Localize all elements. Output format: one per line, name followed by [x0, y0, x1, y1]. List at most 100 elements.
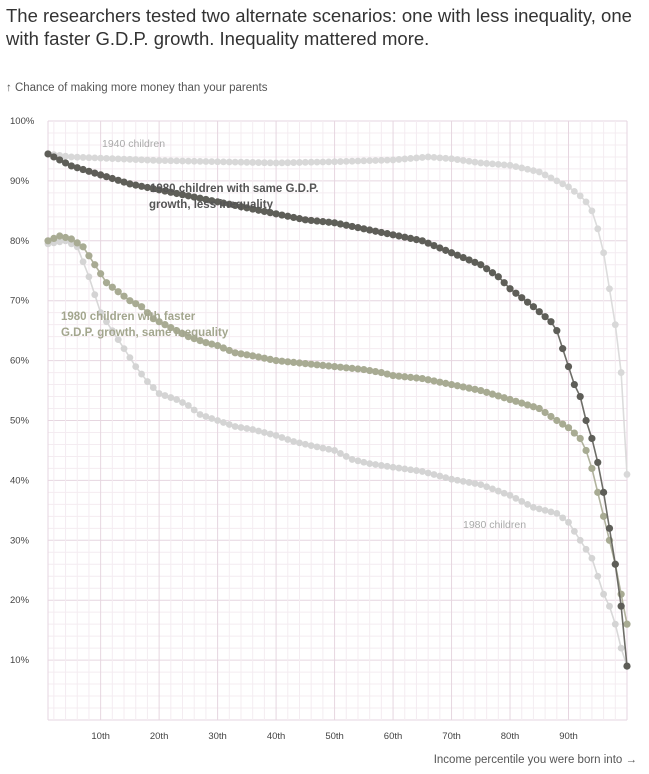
data-point-1980-children — [132, 363, 140, 370]
data-point-1980-children — [424, 469, 432, 477]
data-point-1980-children — [483, 483, 491, 491]
data-point-faster-gdp — [126, 297, 134, 305]
data-point-1980-children — [243, 425, 251, 432]
data-point-1940-children — [442, 154, 450, 162]
data-point-faster-gdp — [178, 330, 187, 338]
data-point-1940-children — [401, 155, 409, 163]
data-point-1980-children — [570, 527, 578, 535]
data-point-less-inequality — [623, 662, 631, 670]
data-point-less-inequality — [383, 230, 391, 238]
data-point-faster-gdp — [336, 363, 345, 371]
data-point-1980-children — [477, 481, 485, 488]
data-point-1940-children — [155, 157, 163, 164]
data-point-1980-children — [453, 476, 461, 484]
data-point-faster-gdp — [173, 327, 181, 335]
data-point-faster-gdp — [325, 362, 333, 370]
y-tick-label: 10% — [10, 655, 30, 666]
data-point-less-inequality — [518, 294, 526, 302]
data-point-1940-children — [337, 158, 344, 165]
data-point-less-inequality — [336, 220, 345, 228]
data-point-less-inequality — [231, 201, 239, 210]
data-point-1980-children — [448, 475, 455, 483]
data-point-less-inequality — [535, 308, 543, 316]
data-point-faster-gdp — [167, 324, 175, 332]
data-point-1940-children — [62, 152, 69, 160]
x-tick-label: 90th — [559, 731, 578, 742]
data-point-1940-children — [249, 159, 257, 166]
data-point-1980-children — [547, 508, 555, 516]
data-point-faster-gdp — [79, 243, 87, 251]
data-point-1940-children — [114, 155, 122, 163]
data-point-1940-children — [208, 158, 216, 166]
data-point-1940-children — [278, 159, 286, 167]
data-point-1940-children — [184, 157, 192, 165]
data-point-less-inequality — [85, 167, 93, 175]
data-point-1940-children — [535, 168, 543, 176]
data-point-less-inequality — [354, 224, 362, 232]
data-point-less-inequality — [143, 183, 152, 192]
data-point-faster-gdp — [453, 382, 461, 390]
data-point-1980-children — [617, 644, 625, 652]
data-point-less-inequality — [219, 199, 228, 207]
data-point-less-inequality — [407, 234, 415, 243]
data-point-faster-gdp — [512, 397, 520, 405]
data-point-1940-children — [570, 187, 578, 195]
data-point-1940-children — [331, 158, 338, 166]
series-1940-children — [44, 150, 631, 478]
data-point-1980-children — [249, 426, 257, 433]
data-point-less-inequality — [114, 176, 122, 184]
data-point-less-inequality — [260, 207, 268, 216]
data-point-1940-children — [494, 160, 502, 168]
data-point-faster-gdp — [529, 403, 538, 411]
x-tick-labels: 10th 20th 30th 40th 50th 60th 70th 80th … — [91, 731, 577, 742]
data-point-less-inequality — [120, 178, 128, 186]
data-point-1980-children — [225, 421, 233, 428]
data-point-less-inequality — [401, 233, 409, 241]
data-point-faster-gdp — [570, 429, 578, 437]
annotation-1980-children: 1980 children — [463, 519, 526, 531]
data-point-faster-gdp — [132, 300, 140, 308]
data-point-1940-children — [272, 159, 280, 167]
series-less-inequality — [44, 150, 631, 670]
data-point-less-inequality — [325, 218, 333, 226]
data-point-1940-children — [524, 165, 531, 173]
data-point-faster-gdp — [366, 366, 374, 375]
data-point-less-inequality — [79, 165, 87, 174]
data-point-1940-children — [623, 471, 631, 478]
data-point-faster-gdp — [471, 385, 479, 393]
data-point-faster-gdp — [535, 404, 543, 413]
data-point-1980-children — [284, 436, 292, 443]
data-point-less-inequality — [570, 380, 578, 389]
data-point-faster-gdp — [120, 292, 128, 300]
data-point-1980-children — [500, 489, 508, 497]
data-point-less-inequality — [418, 237, 426, 245]
data-point-1980-children — [190, 406, 198, 414]
data-point-less-inequality — [50, 153, 58, 161]
data-point-1940-children — [354, 157, 362, 165]
data-point-1980-children — [108, 327, 116, 335]
data-point-faster-gdp — [547, 412, 555, 421]
data-point-1980-children — [255, 427, 262, 435]
data-point-less-inequality — [424, 239, 432, 247]
data-point-1980-children — [202, 413, 210, 420]
data-point-1980-children — [413, 467, 420, 474]
data-point-faster-gdp — [342, 364, 350, 372]
data-point-1940-children — [453, 156, 461, 163]
data-point-less-inequality — [56, 156, 64, 164]
data-point-1980-children — [272, 432, 280, 439]
data-point-1940-children — [120, 155, 128, 163]
data-point-faster-gdp — [290, 358, 298, 366]
annotation-less-inequality-line-2: growth, less inequality — [149, 199, 274, 211]
y-axis-title: ↑ Chance of making more money than your … — [6, 82, 268, 94]
data-point-faster-gdp — [143, 309, 152, 317]
data-point-1940-children — [243, 158, 251, 166]
data-point-faster-gdp — [50, 234, 58, 243]
data-point-1940-children — [214, 158, 222, 166]
data-point-1980-children — [144, 378, 151, 385]
data-point-faster-gdp — [61, 233, 70, 242]
data-point-faster-gdp — [623, 620, 631, 628]
data-point-1940-children — [103, 154, 110, 162]
data-point-1980-children — [214, 417, 222, 424]
data-point-1940-children — [79, 154, 87, 161]
data-point-1980-children — [342, 453, 350, 460]
